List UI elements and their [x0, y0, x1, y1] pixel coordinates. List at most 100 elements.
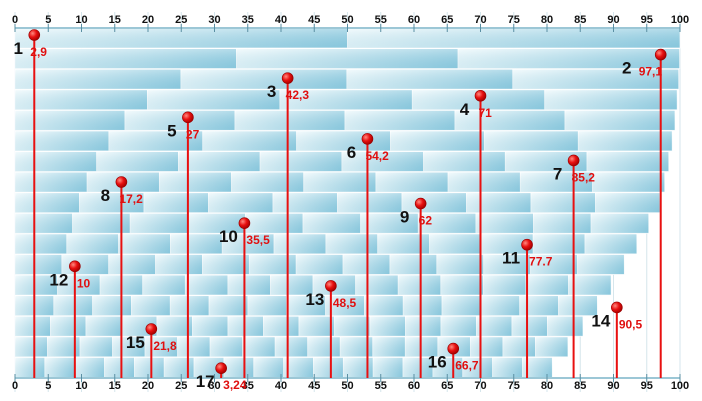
tick-label: 65 — [441, 380, 453, 392]
marker-pin — [281, 72, 294, 84]
marker-value: 2,9 — [30, 45, 47, 59]
marker-9: 9 62 — [400, 197, 433, 378]
tick-label: 90 — [607, 380, 619, 392]
marker-17: 17 3,24 — [196, 362, 247, 392]
marker-15: 15 21,8 — [126, 323, 177, 378]
row-shade — [15, 172, 665, 193]
row-shade — [15, 89, 678, 110]
tick-label: 95 — [641, 380, 653, 392]
marker-value: 10 — [77, 276, 91, 290]
tick-label: 15 — [109, 14, 121, 26]
marker-14: 14 90,5 — [591, 301, 643, 378]
tick-label: 0 — [12, 14, 18, 26]
marker-pin — [654, 48, 667, 61]
fraction-bars — [14, 27, 681, 378]
marker-16: 16 66,7 — [428, 342, 479, 378]
marker-pin — [521, 238, 533, 251]
marker-number: 12 — [49, 270, 68, 289]
tick-label: 20 — [142, 380, 154, 392]
marker-pin — [447, 342, 460, 355]
marker-13: 13 48,5 — [305, 280, 357, 378]
tick-label: 50 — [341, 14, 353, 26]
tick-label: 60 — [408, 380, 420, 392]
marker-number: 6 — [347, 143, 356, 162]
marker-12: 12 10 — [49, 260, 91, 378]
tick-label: 25 — [175, 14, 187, 26]
marker-pin — [69, 260, 81, 273]
marker-pin — [182, 111, 194, 124]
marker-value: 85,2 — [572, 170, 596, 184]
tick-label: 5 — [45, 380, 51, 392]
tick-label: 80 — [541, 14, 553, 26]
tick-label: 0 — [12, 380, 18, 392]
tick-label: 35 — [242, 14, 254, 26]
marker-number: 8 — [101, 186, 110, 205]
marker-6: 6 54,2 — [347, 133, 389, 378]
marker-pin — [474, 89, 487, 102]
marker-pin — [215, 362, 227, 375]
tick-label: 40 — [275, 14, 287, 26]
marker-number: 16 — [428, 353, 447, 372]
tick-label: 85 — [574, 380, 586, 392]
top-scale: 0 5 10 15 20 25 30 35 40 45 50 55 60 65 70 75 80 85 90 95 10… — [12, 14, 689, 32]
row-shade — [15, 295, 598, 316]
tick-label: 35 — [242, 380, 254, 392]
marker-number: 17 — [196, 372, 215, 391]
row-shade — [15, 254, 625, 275]
row-shade — [15, 213, 649, 234]
row-shade — [15, 275, 612, 296]
marker-pin — [145, 323, 158, 335]
marker-number: 5 — [167, 121, 176, 140]
marker-pin — [414, 197, 427, 210]
markers: 1 2,92 97,13 42,34 715 276 54,27 85,28 17,29 6210… — [14, 29, 667, 392]
marker-number: 9 — [400, 208, 409, 227]
marker-8: 8 17,2 — [101, 176, 143, 378]
marker-number: 14 — [591, 311, 610, 330]
tick-label: 20 — [142, 14, 154, 26]
marker-number: 2 — [622, 59, 631, 78]
tick-label: 85 — [574, 14, 586, 26]
marker-pin — [325, 280, 337, 292]
row-shade — [15, 233, 637, 254]
row-shade — [15, 130, 673, 151]
marker-1: 1 2,9 — [14, 29, 47, 378]
tick-label: 70 — [474, 380, 486, 392]
tick-label: 30 — [208, 14, 220, 26]
tick-label: 65 — [441, 14, 453, 26]
row-shade — [15, 336, 568, 357]
tick-label: 70 — [474, 14, 486, 26]
marker-value: 71 — [479, 106, 493, 120]
marker-number: 7 — [553, 164, 562, 183]
tick-label: 60 — [408, 14, 420, 26]
tick-label: 15 — [109, 380, 121, 392]
marker-10: 10 35,5 — [219, 217, 270, 378]
marker-number: 1 — [14, 39, 23, 58]
marker-value: 21,8 — [153, 339, 177, 353]
marker-value: 17,2 — [119, 192, 143, 206]
marker-number: 3 — [267, 82, 276, 101]
tick-label: 55 — [375, 14, 387, 26]
marker-4: 4 71 — [460, 89, 493, 378]
tick-label: 45 — [308, 380, 320, 392]
marker-value: 97,1 — [639, 65, 663, 79]
marker-5: 5 27 — [167, 111, 200, 378]
marker-value: 3,24 — [223, 378, 247, 392]
marker-value: 27 — [186, 127, 200, 141]
tick-label: 5 — [45, 14, 51, 26]
row-shade — [15, 192, 661, 213]
tick-label: 100 — [671, 14, 689, 26]
marker-number: 15 — [126, 333, 145, 352]
tick-label: 75 — [508, 14, 520, 26]
marker-number: 10 — [219, 227, 238, 246]
row-shade — [15, 316, 583, 337]
tick-label: 45 — [308, 14, 320, 26]
marker-pin — [115, 176, 128, 188]
marker-pin — [567, 154, 580, 167]
marker-7: 7 85,2 — [553, 154, 596, 378]
tick-label: 90 — [607, 14, 619, 26]
marker-value: 62 — [419, 214, 433, 228]
tick-label: 30 — [208, 380, 220, 392]
marker-value: 54,2 — [365, 149, 389, 163]
marker-number: 4 — [460, 100, 470, 119]
